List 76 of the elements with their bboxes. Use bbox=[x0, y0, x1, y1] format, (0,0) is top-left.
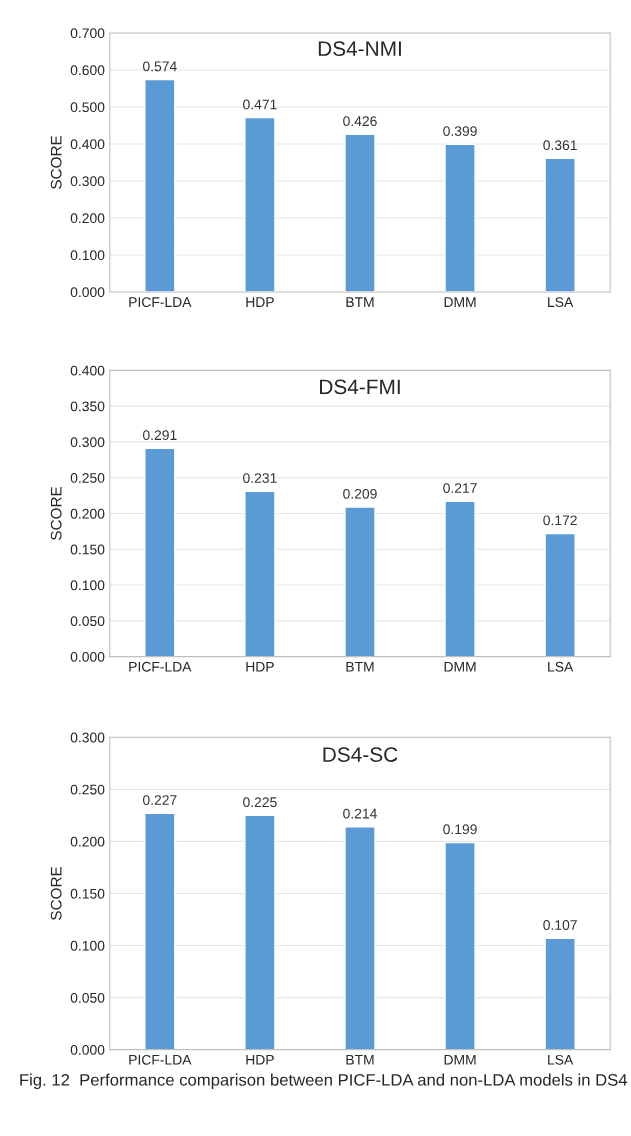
data-label: 0.217 bbox=[443, 483, 477, 493]
data-label: 0.225 bbox=[243, 797, 277, 808]
data-label: 0.426 bbox=[343, 116, 377, 127]
y-axis-title: SCORE bbox=[50, 135, 62, 189]
y-tick-label: 0.150 bbox=[70, 544, 105, 555]
x-tick-label: LSA bbox=[548, 661, 574, 672]
data-label: 0.291 bbox=[143, 430, 177, 441]
y-tick-label: 0.250 bbox=[70, 473, 105, 483]
x-tick-label: HDP bbox=[246, 661, 274, 672]
data-label: 0.199 bbox=[443, 824, 477, 835]
data-label: 0.107 bbox=[543, 920, 577, 930]
y-tick-label: 0.000 bbox=[70, 287, 105, 298]
y-tick-label: 0.400 bbox=[70, 365, 105, 376]
x-tick-label: BTM bbox=[346, 297, 374, 307]
x-tick-label: DMM bbox=[444, 297, 476, 307]
y-tick-label: 0.500 bbox=[70, 102, 105, 113]
caption: Fig. 12 Performance comparison between PICF-LDA and non-LDA models in DS4 bbox=[20, 1073, 628, 1090]
bar bbox=[244, 116, 276, 292]
bar bbox=[444, 143, 476, 292]
x-tick-label: PICF-LDA bbox=[129, 1054, 192, 1065]
data-label: 0.361 bbox=[543, 140, 577, 151]
bar bbox=[144, 812, 176, 1050]
bar bbox=[444, 841, 476, 1050]
x-tick-label: PICF-LDA bbox=[129, 297, 192, 308]
bar bbox=[344, 826, 376, 1050]
x-tick-label: DMM bbox=[444, 661, 476, 672]
y-tick-label: 0.300 bbox=[70, 176, 105, 187]
data-label: 0.399 bbox=[443, 126, 477, 137]
y-tick-label: 0.200 bbox=[70, 213, 105, 224]
x-tick-label: PICF-LDA bbox=[129, 661, 192, 672]
x-tick-label: DMM bbox=[444, 1055, 476, 1065]
y-tick-label: 0.050 bbox=[70, 616, 105, 626]
y-tick-label: 0.250 bbox=[70, 784, 105, 795]
x-tick-label: LSA bbox=[548, 297, 574, 308]
data-label: 0.209 bbox=[343, 488, 377, 499]
data-label: 0.574 bbox=[143, 61, 177, 72]
data-label: 0.227 bbox=[143, 795, 177, 805]
bar bbox=[244, 814, 276, 1050]
bar bbox=[344, 506, 376, 657]
x-tick-label: HDP bbox=[246, 1055, 274, 1065]
y-tick-label: 0.100 bbox=[70, 580, 105, 591]
y-tick-label: 0.400 bbox=[70, 139, 105, 150]
data-label: 0.172 bbox=[543, 515, 577, 526]
y-tick-label: 0.350 bbox=[70, 401, 105, 412]
y-axis-title: SCORE bbox=[50, 486, 62, 540]
bar bbox=[344, 133, 376, 292]
bar bbox=[244, 490, 276, 657]
y-tick-label: 0.200 bbox=[70, 508, 105, 519]
y-tick-label: 0.700 bbox=[70, 28, 105, 39]
y-tick-label: 0.600 bbox=[70, 65, 105, 76]
y-tick-label: 0.100 bbox=[70, 940, 105, 951]
bar bbox=[444, 500, 476, 657]
x-tick-label: LSA bbox=[548, 1054, 574, 1065]
y-tick-label: 0.300 bbox=[70, 732, 105, 743]
y-tick-label: 0.000 bbox=[70, 651, 105, 662]
bar bbox=[144, 78, 176, 292]
y-tick-label: 0.100 bbox=[70, 250, 105, 261]
x-tick-label: BTM bbox=[346, 1055, 374, 1065]
bar bbox=[544, 157, 576, 292]
bar bbox=[544, 532, 576, 657]
x-tick-label: BTM bbox=[346, 661, 374, 672]
y-tick-label: 0.000 bbox=[70, 1045, 105, 1055]
y-tick-label: 0.050 bbox=[70, 992, 105, 1003]
y-axis-title: SCORE bbox=[50, 866, 62, 920]
y-tick-label: 0.150 bbox=[70, 888, 105, 899]
data-label: 0.471 bbox=[243, 99, 277, 110]
x-tick-label: HDP bbox=[246, 297, 274, 307]
data-label: 0.231 bbox=[243, 473, 277, 483]
y-tick-label: 0.300 bbox=[70, 437, 105, 448]
bar bbox=[544, 937, 576, 1050]
bar bbox=[144, 447, 176, 657]
chart-title: DS4-FMI bbox=[320, 379, 400, 395]
chart-title: DS4-NMI bbox=[318, 41, 401, 57]
chart-title: DS4-SC bbox=[323, 747, 398, 762]
y-tick-label: 0.200 bbox=[70, 836, 105, 847]
data-label: 0.214 bbox=[343, 808, 377, 819]
